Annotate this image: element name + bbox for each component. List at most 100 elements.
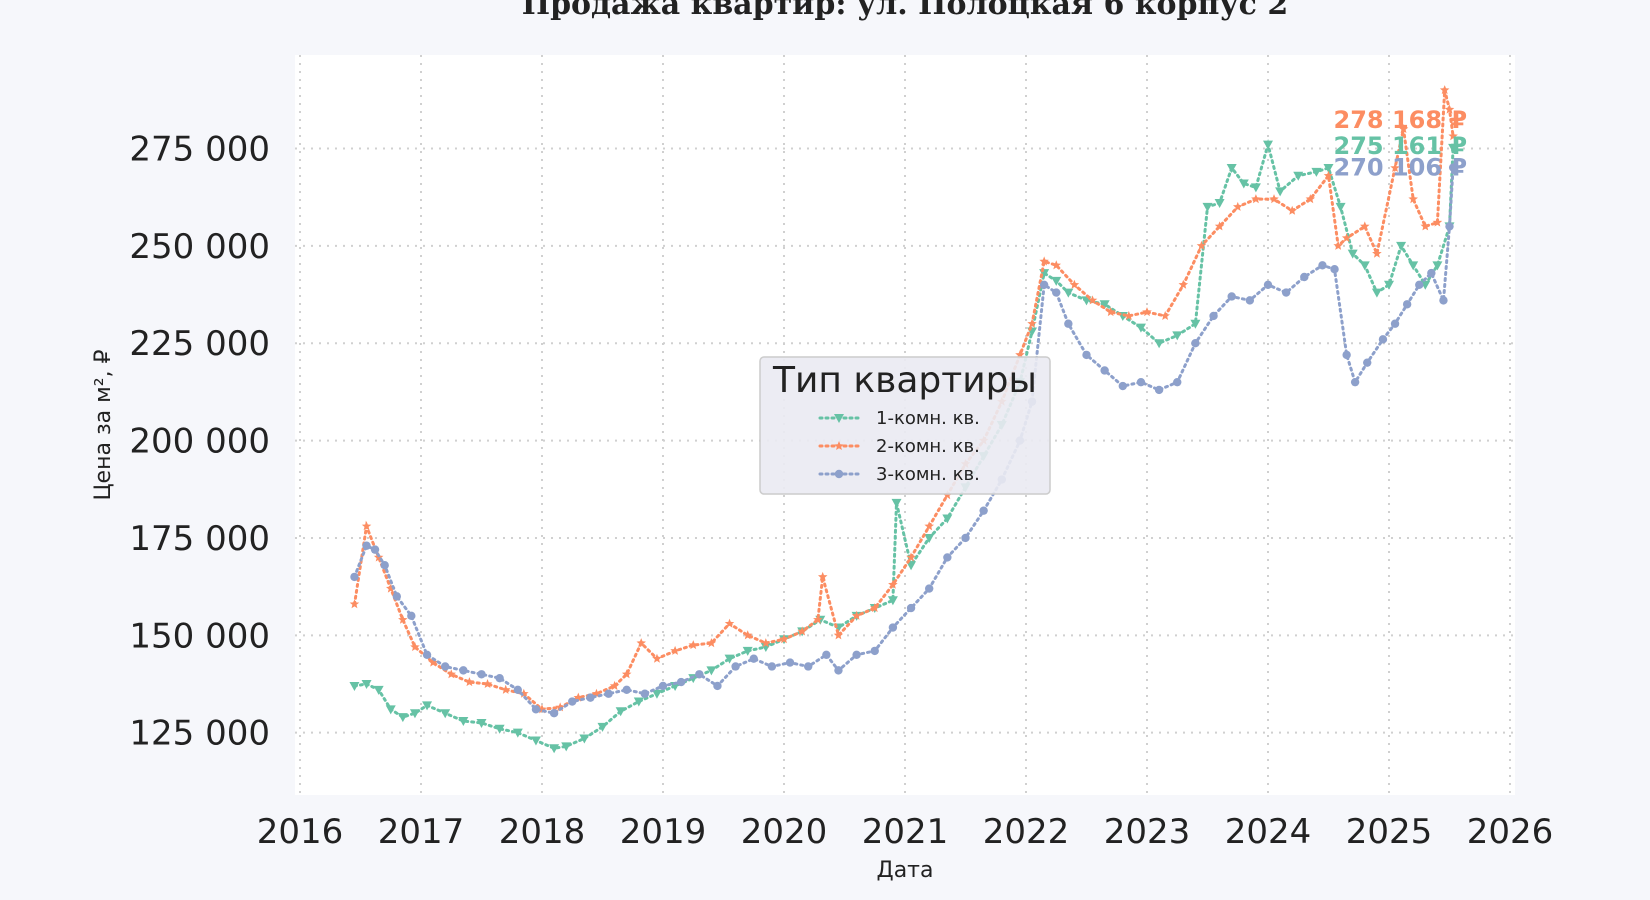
legend-item: 2-комн. кв. <box>818 436 980 457</box>
series-layer <box>349 85 1459 754</box>
data-point <box>1448 143 1459 153</box>
data-point <box>458 717 469 726</box>
data-point <box>834 666 843 675</box>
data-point <box>604 689 613 698</box>
data-point <box>1448 131 1458 141</box>
x-tick-label: 2022 <box>983 812 1070 852</box>
data-point <box>1390 162 1400 172</box>
data-point <box>1323 170 1334 180</box>
data-point <box>1281 288 1291 297</box>
data-point <box>1124 310 1134 320</box>
data-point <box>1342 350 1351 360</box>
data-point <box>495 673 504 683</box>
data-point <box>1191 339 1200 348</box>
data-point <box>1118 381 1128 391</box>
y-axis-label: Цена за м², ₽ <box>91 349 116 500</box>
data-point <box>1408 194 1418 204</box>
data-point <box>1160 310 1170 320</box>
data-point <box>446 669 456 679</box>
data-point <box>1227 292 1236 301</box>
data-point <box>652 653 662 663</box>
data-point <box>1318 261 1327 270</box>
data-point <box>1063 288 1074 298</box>
data-point <box>706 666 717 676</box>
data-point <box>591 688 602 698</box>
legend-item: 1-комн. кв. <box>818 408 980 429</box>
x-tick-label: 2021 <box>862 812 949 852</box>
data-point <box>942 514 953 524</box>
x-tick-label: 2017 <box>378 812 465 852</box>
data-point <box>1015 349 1025 359</box>
data-point <box>500 684 511 694</box>
data-point <box>380 561 389 570</box>
data-point <box>407 611 416 621</box>
data-point <box>706 638 717 648</box>
end-labels: 275 161 ₽278 168 ₽ 270 106 ₽ <box>1334 106 1468 181</box>
data-point <box>1209 311 1218 321</box>
data-point <box>749 654 758 663</box>
data-point <box>1275 187 1286 197</box>
data-point <box>464 677 475 687</box>
data-point <box>676 677 686 687</box>
legend-items: 1-комн. кв. 2-комн. кв. 3-комн. кв. <box>818 408 980 485</box>
data-point <box>597 722 608 732</box>
data-point <box>943 553 952 562</box>
data-point <box>555 702 565 712</box>
data-point <box>512 728 523 738</box>
data-point <box>477 670 486 679</box>
data-point <box>1359 261 1370 271</box>
data-point <box>579 734 590 744</box>
data-point <box>818 571 828 581</box>
data-point <box>1039 280 1049 289</box>
data-point <box>361 521 372 531</box>
data-point <box>397 713 408 723</box>
data-point <box>531 705 541 714</box>
x-tick-label: 2026 <box>1467 812 1554 852</box>
y-tick-label: 175 000 <box>129 519 270 559</box>
data-point <box>586 693 595 702</box>
data-point <box>1398 124 1409 133</box>
x-tick-labels: 2016 2017 2018 2019 2020 2021 2022 2023 2024 2025… <box>257 812 1554 852</box>
data-point <box>785 658 795 667</box>
data-point <box>852 650 861 659</box>
data-point <box>1105 307 1116 317</box>
data-point <box>724 654 735 664</box>
data-point <box>1305 194 1316 204</box>
data-point <box>568 697 577 706</box>
data-point <box>1233 201 1243 211</box>
data-point <box>1135 323 1146 333</box>
y-tick-label: 250 000 <box>129 227 270 267</box>
x-tick-label: 2016 <box>257 812 344 852</box>
data-point <box>742 646 753 656</box>
data-point <box>1099 300 1110 310</box>
data-point <box>609 680 620 690</box>
data-point <box>1263 140 1273 150</box>
x-tick-label: 2023 <box>1104 812 1191 852</box>
data-point <box>1420 221 1431 231</box>
series-3 <box>350 163 1458 718</box>
data-point <box>1350 377 1360 387</box>
legend-label: 1-комн. кв. <box>876 408 980 429</box>
data-point <box>428 657 438 667</box>
x-tick-label: 2018 <box>499 812 586 852</box>
data-point <box>349 599 360 609</box>
data-point <box>1384 280 1394 290</box>
legend-box <box>759 356 1051 495</box>
data-point <box>767 662 777 671</box>
data-point <box>537 704 547 714</box>
data-point <box>658 681 668 691</box>
data-point <box>1039 256 1049 266</box>
data-point <box>1082 350 1091 360</box>
data-point <box>636 638 646 648</box>
data-point <box>1432 261 1443 271</box>
data-point <box>1178 279 1189 289</box>
data-point <box>1415 280 1424 289</box>
data-point <box>906 552 916 562</box>
data-point <box>724 618 735 628</box>
data-point <box>1363 358 1372 367</box>
data-point <box>887 596 898 606</box>
data-point <box>1196 240 1207 250</box>
data-point <box>888 623 898 632</box>
